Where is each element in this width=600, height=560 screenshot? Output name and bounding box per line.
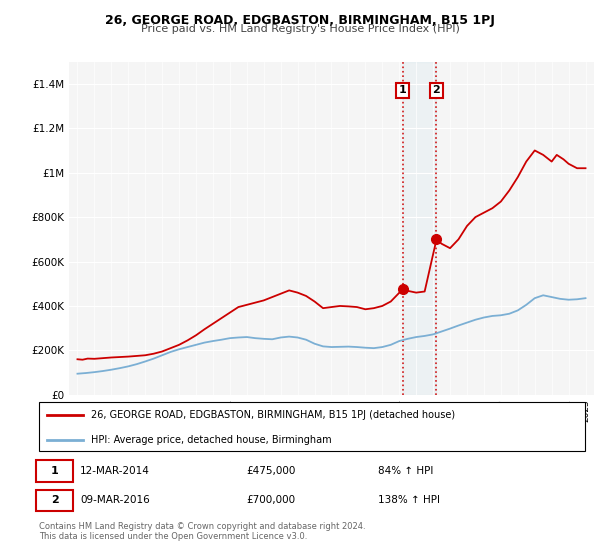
Text: £700,000: £700,000 <box>247 496 296 506</box>
Text: 26, GEORGE ROAD, EDGBASTON, BIRMINGHAM, B15 1PJ: 26, GEORGE ROAD, EDGBASTON, BIRMINGHAM, … <box>105 14 495 27</box>
Text: 84% ↑ HPI: 84% ↑ HPI <box>377 466 433 476</box>
Text: 2: 2 <box>433 86 440 95</box>
FancyBboxPatch shape <box>39 402 585 451</box>
Text: 09-MAR-2016: 09-MAR-2016 <box>80 496 150 506</box>
Text: 12-MAR-2014: 12-MAR-2014 <box>80 466 150 476</box>
Text: HPI: Average price, detached house, Birmingham: HPI: Average price, detached house, Birm… <box>91 435 331 445</box>
Text: 26, GEORGE ROAD, EDGBASTON, BIRMINGHAM, B15 1PJ (detached house): 26, GEORGE ROAD, EDGBASTON, BIRMINGHAM, … <box>91 410 455 421</box>
Text: Price paid vs. HM Land Registry's House Price Index (HPI): Price paid vs. HM Land Registry's House … <box>140 24 460 34</box>
Text: 1: 1 <box>51 466 59 476</box>
FancyBboxPatch shape <box>36 490 73 511</box>
Text: £475,000: £475,000 <box>247 466 296 476</box>
Text: 138% ↑ HPI: 138% ↑ HPI <box>377 496 440 506</box>
FancyBboxPatch shape <box>36 460 73 482</box>
Text: 1: 1 <box>399 86 407 95</box>
Bar <box>403 62 436 395</box>
Text: Contains HM Land Registry data © Crown copyright and database right 2024.
This d: Contains HM Land Registry data © Crown c… <box>39 522 365 542</box>
Text: 2: 2 <box>51 496 59 506</box>
